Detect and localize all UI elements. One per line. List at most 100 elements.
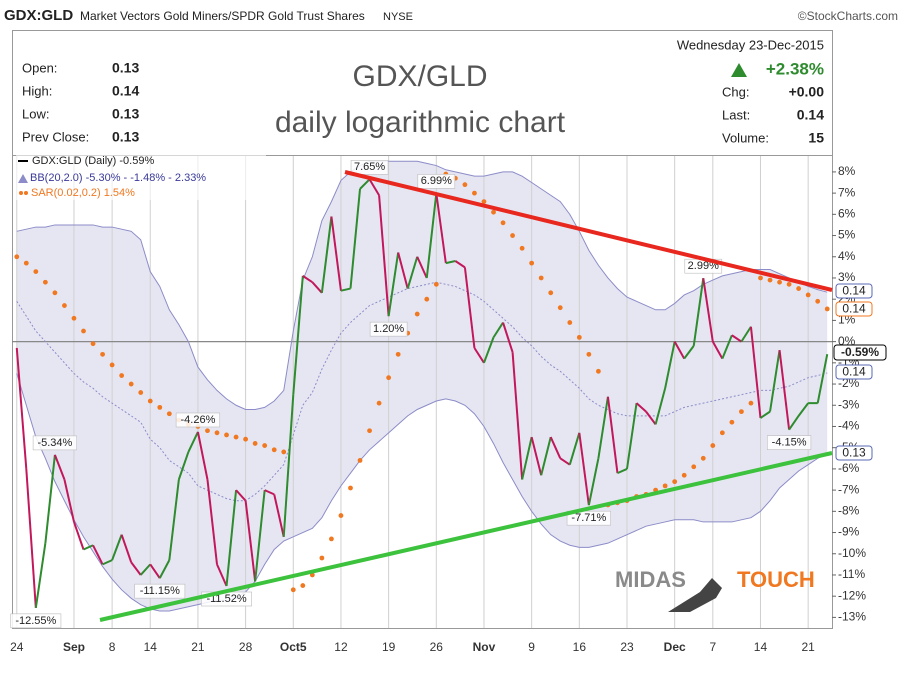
overlay-title: GDX/GLD [352,60,487,93]
price-segment [673,341,686,360]
price-segment [102,559,113,566]
price-segment [378,195,390,317]
price-tag: 0.13 [835,445,873,461]
price-segment [225,490,238,587]
sar-dot [672,479,678,485]
price-segment [769,349,781,412]
source: ©StockCharts.com [798,9,898,23]
low-label: Low: [22,106,49,121]
data-label-text: -4.15% [772,437,807,449]
price-segment [130,561,142,576]
sar-dot [224,432,229,438]
sar-dot [729,419,735,425]
data-label-box [350,160,389,175]
price-segment [454,260,466,269]
price-segment [34,543,47,608]
sar-dot [739,409,744,415]
volume-value: 15 [808,130,824,146]
price-segment [445,260,456,265]
data-label: -12.55% [10,613,62,629]
low-value: 0.13 [112,106,139,122]
price-segment [492,321,504,338]
data-label-text: -7.71% [571,512,606,524]
data-label: 6.99% [417,174,456,189]
price-segment [120,534,133,563]
price-segment [683,345,695,360]
data-label-text: 1.20% [373,323,404,335]
sar-dot [700,455,706,461]
price-tag-text: 0.14 [842,365,866,379]
sar-dot [815,298,821,304]
price-segment [168,479,180,561]
price-segment [25,468,37,608]
legend: GDX:GLD (Daily) -0.59% BB(20,2.0) -5.30% … [16,152,266,200]
sar-dot [767,277,773,283]
data-label: -4.15% [766,435,812,450]
price-segment [749,326,762,419]
price-segment [597,396,609,459]
sar-dot [538,275,544,281]
sar-dot [157,404,163,410]
price-segment [463,267,476,349]
price-tag-text: -0.59% [841,345,879,359]
data-label-box [32,435,78,451]
price-segment [63,479,75,523]
sar-dot [719,430,725,436]
x-tick-label: 7 [709,640,716,654]
price-segment [83,544,94,551]
sar-dot [414,311,420,317]
sar-dot [14,254,20,260]
data-label-text: 7.65% [354,161,385,173]
data-label-box [766,435,812,450]
data-label: -7.71% [566,510,611,526]
price-segment [282,394,295,537]
sar-dot [777,279,782,285]
sar-dot [166,411,172,417]
logo-right: TOUCH [737,567,815,592]
x-tick-label: 21 [801,640,815,654]
sar-dot [710,443,716,448]
price-segment [196,431,209,480]
price-segment [788,415,800,431]
sar-dot [567,320,573,325]
logo-bull [668,578,722,612]
security-name: Market Vectors Gold Miners/SPDR Gold Tru… [80,9,365,23]
exchange: NYSE [383,11,413,23]
change-pct: +2.38% [766,59,824,78]
data-label-box [369,321,408,337]
price-segment [139,563,151,576]
legend-label: BB(20,2.0) -5.30% - -1.48% - 2.33% [30,172,206,184]
price-segment [578,432,590,506]
y-tick-label: -11% [838,567,865,581]
sar-dot [557,305,563,311]
price-segment [73,521,85,550]
sar-dot [271,447,277,453]
sar-dot [576,334,582,340]
y-tick-label: -8% [838,503,860,517]
data-label-text: 6.99% [421,175,452,187]
y-tick-label: 4% [838,249,856,263]
price-segment [731,334,742,343]
price-segment [187,431,199,453]
y-tick-label: -2% [838,376,860,390]
data-label-box [10,613,62,629]
price-tag-text: 0.14 [842,302,866,316]
sar-dot [748,400,754,406]
data-label-box [566,510,611,526]
sar-dot [500,220,506,226]
symbol: GDX:GLD [4,7,73,24]
price-segment [406,256,419,289]
sar-dot [100,351,105,357]
y-tick-label: -6% [838,461,860,475]
sar-dot [595,368,601,374]
price-segment [568,432,581,465]
sar-dot [281,449,287,455]
legend-label: SAR(0.02,0.2) 1.54% [31,187,135,199]
high-value: 0.14 [112,83,139,99]
price-segment [617,467,628,475]
x-tick-label: 8 [109,640,116,654]
date: Wednesday 23-Dec-2015 [677,37,824,52]
x-tick-label: 23 [620,640,634,654]
up-arrow [731,63,747,77]
price-segment [511,352,524,480]
